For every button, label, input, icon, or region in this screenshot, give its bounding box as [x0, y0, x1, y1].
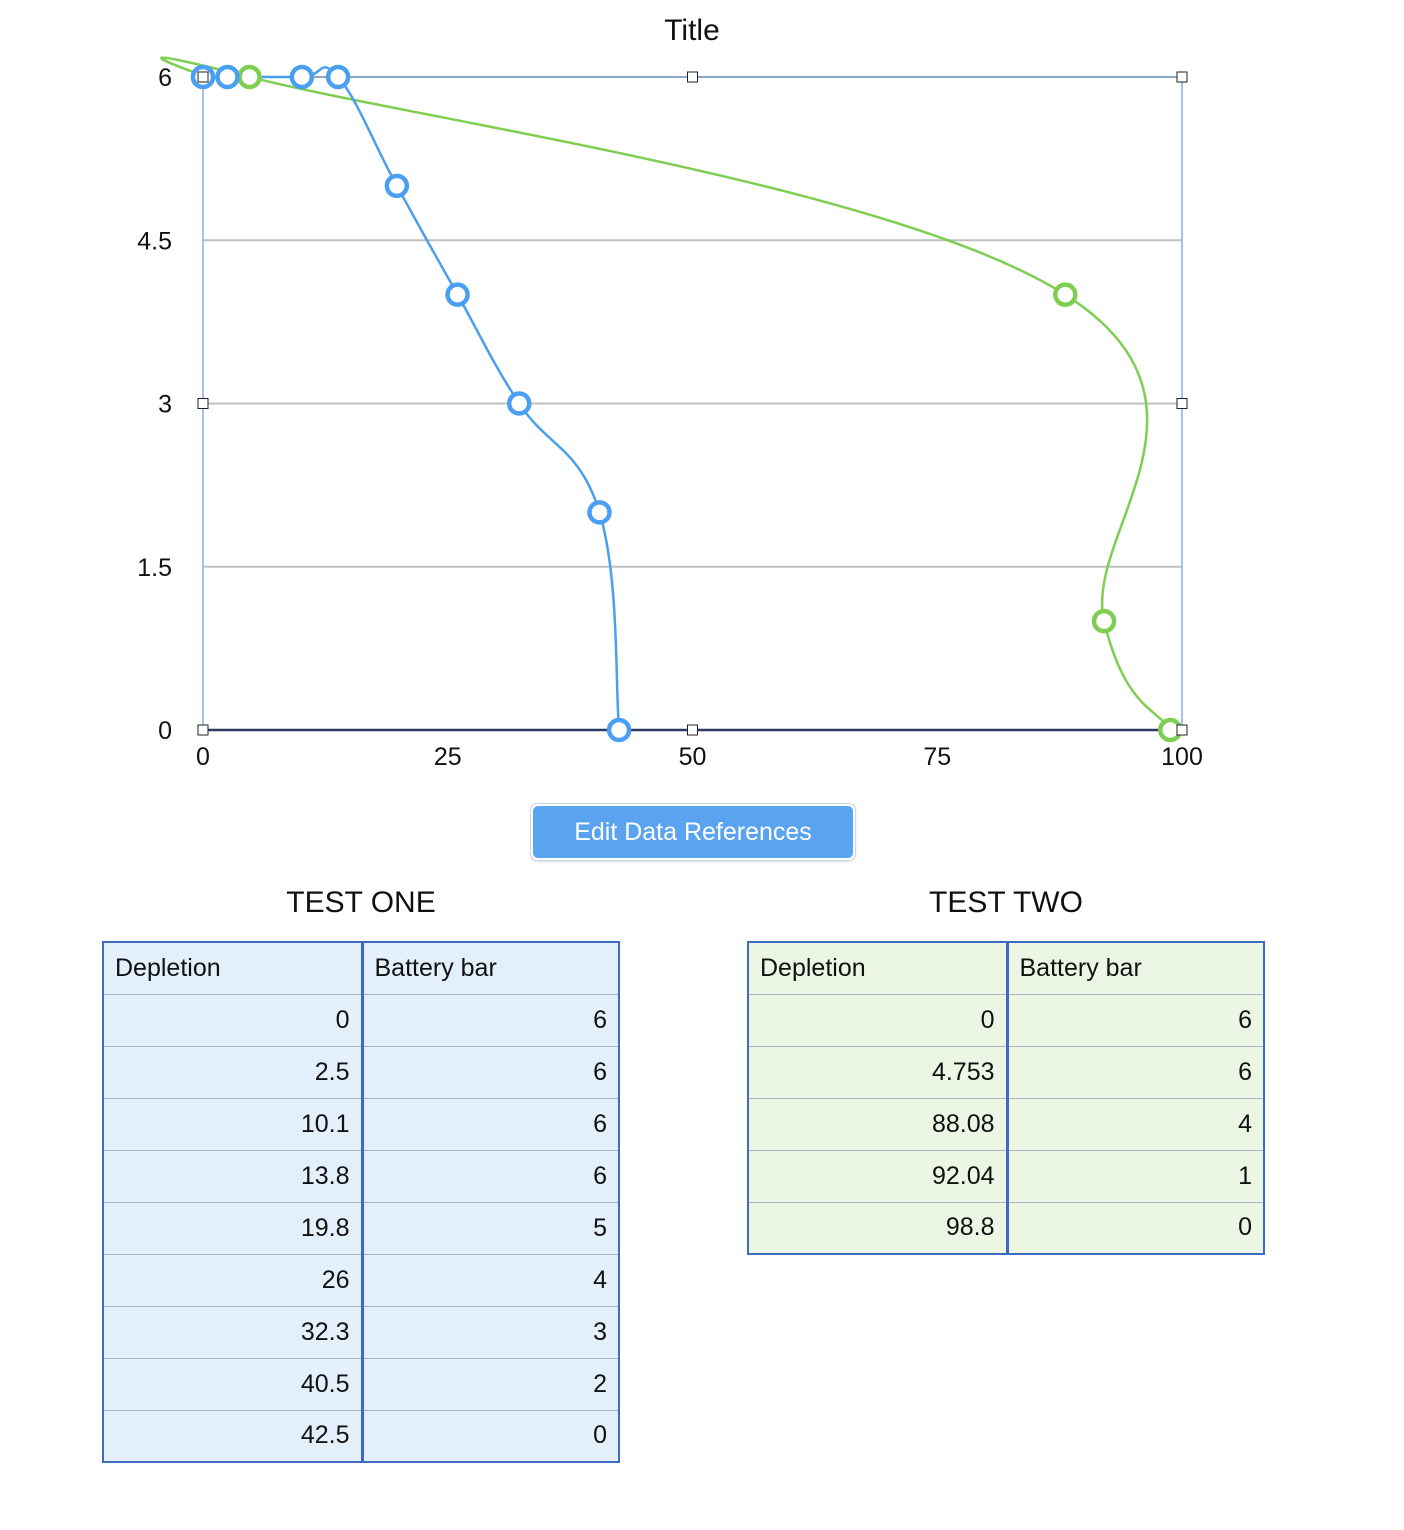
battery-bar-cell[interactable]: 4 — [1007, 1097, 1264, 1150]
table-row: 13.8 6 — [103, 1149, 619, 1202]
x-tick-label: 25 — [434, 743, 462, 771]
battery-bar-cell[interactable]: 3 — [362, 1305, 619, 1358]
depletion-cell[interactable]: 0 — [103, 993, 364, 1046]
depletion-cell[interactable]: 88.08 — [748, 1097, 1009, 1150]
table-row: 26 4 — [103, 1253, 619, 1306]
series-1-point[interactable] — [325, 64, 351, 90]
depletion-cell[interactable]: 19.8 — [103, 1201, 364, 1254]
battery-bar-cell[interactable]: 6 — [1007, 993, 1264, 1046]
resize-handle[interactable] — [687, 724, 698, 736]
table-row: 2.5 6 — [103, 1045, 619, 1098]
series-2-point[interactable] — [237, 64, 262, 90]
depletion-cell[interactable]: 42.5 — [103, 1409, 364, 1462]
table-row: 4.753 6 — [748, 1045, 1264, 1098]
edit-data-references-label: Edit Data References — [533, 806, 853, 858]
header-battery-bar[interactable]: Battery bar — [1019, 953, 1142, 982]
table-row: 92.04 1 — [748, 1149, 1264, 1202]
resize-handle[interactable] — [197, 71, 209, 83]
resize-handle[interactable] — [1176, 398, 1188, 409]
table-header-row: Depletion Battery bar — [103, 942, 619, 994]
y-tick-label: 1.5 — [137, 554, 172, 582]
table-header-row: Depletion Battery bar — [748, 942, 1264, 994]
y-tick-label: 4.5 — [137, 227, 172, 255]
depletion-cell[interactable]: 4.753 — [748, 1045, 1009, 1098]
resize-handle[interactable] — [1176, 724, 1188, 736]
battery-bar-cell[interactable]: 5 — [362, 1201, 619, 1254]
table-row: 88.08 4 — [748, 1097, 1264, 1150]
table-row: 19.8 5 — [103, 1201, 619, 1254]
resize-handle[interactable] — [1176, 71, 1188, 83]
battery-bar-cell[interactable]: 6 — [1007, 1045, 1264, 1098]
line-chart[interactable]: Title 0 1.5 3 4.5 6 0 25 50 75 100 — [0, 0, 1404, 790]
depletion-cell[interactable]: 13.8 — [103, 1149, 364, 1202]
battery-bar-cell[interactable]: 6 — [362, 1149, 619, 1202]
battery-bar-cell[interactable]: 2 — [362, 1357, 619, 1410]
table-row: 32.3 3 — [103, 1305, 619, 1358]
depletion-cell[interactable]: 26 — [103, 1253, 364, 1306]
series-1-point[interactable] — [289, 64, 315, 90]
series-1-point[interactable] — [506, 391, 532, 416]
header-depletion[interactable]: Depletion — [103, 942, 364, 994]
x-tick-label: 0 — [196, 743, 210, 771]
series-2-point[interactable] — [1091, 608, 1117, 634]
chart-title: Title — [664, 14, 720, 47]
battery-bar-cell[interactable]: 1 — [1007, 1149, 1264, 1202]
battery-bar-cell[interactable]: 6 — [362, 993, 619, 1046]
y-tick-label: 6 — [158, 64, 172, 92]
resize-handle[interactable] — [197, 398, 209, 409]
header-depletion[interactable]: Depletion — [748, 942, 1009, 994]
y-tick-label: 3 — [158, 391, 172, 419]
table-title-test-two: TEST TWO — [929, 886, 1083, 919]
battery-bar-cell[interactable]: 0 — [362, 1409, 619, 1462]
header-battery-bar[interactable]: Battery bar — [374, 953, 497, 982]
edit-data-references-button[interactable]: Edit Data References — [530, 803, 856, 861]
depletion-cell[interactable]: 40.5 — [103, 1357, 364, 1410]
depletion-cell[interactable]: 0 — [748, 993, 1009, 1046]
y-tick-label: 0 — [158, 717, 172, 745]
battery-bar-cell[interactable]: 6 — [362, 1097, 619, 1150]
series-1-point[interactable] — [587, 500, 612, 525]
table-row: 10.1 6 — [103, 1097, 619, 1150]
battery-bar-cell[interactable]: 4 — [362, 1253, 619, 1306]
depletion-cell[interactable]: 92.04 — [748, 1149, 1009, 1202]
x-tick-label: 100 — [1161, 743, 1203, 771]
depletion-cell[interactable]: 10.1 — [103, 1097, 364, 1150]
table-row: 42.5 0 — [103, 1409, 619, 1462]
depletion-cell[interactable]: 32.3 — [103, 1305, 364, 1358]
depletion-cell[interactable]: 98.8 — [748, 1201, 1009, 1254]
table-title-test-one: TEST ONE — [286, 886, 436, 919]
series-1-point[interactable] — [445, 282, 470, 307]
series-1-point[interactable] — [384, 173, 410, 199]
x-tick-label: 75 — [923, 743, 951, 771]
series-1-point[interactable] — [215, 64, 240, 90]
series-1-point[interactable] — [606, 717, 632, 743]
table-row: 40.5 2 — [103, 1357, 619, 1410]
depletion-cell[interactable]: 2.5 — [103, 1045, 364, 1098]
resize-handle[interactable] — [197, 724, 209, 736]
x-tick-label: 50 — [679, 743, 707, 771]
table-row: 98.8 0 — [748, 1201, 1264, 1254]
series-2-point[interactable] — [1053, 282, 1078, 307]
battery-bar-cell[interactable]: 6 — [362, 1045, 619, 1098]
series-1-line — [202, 66, 621, 731]
battery-bar-cell[interactable]: 0 — [1007, 1201, 1264, 1254]
series-2-line — [160, 56, 1172, 731]
resize-handle[interactable] — [687, 71, 698, 83]
